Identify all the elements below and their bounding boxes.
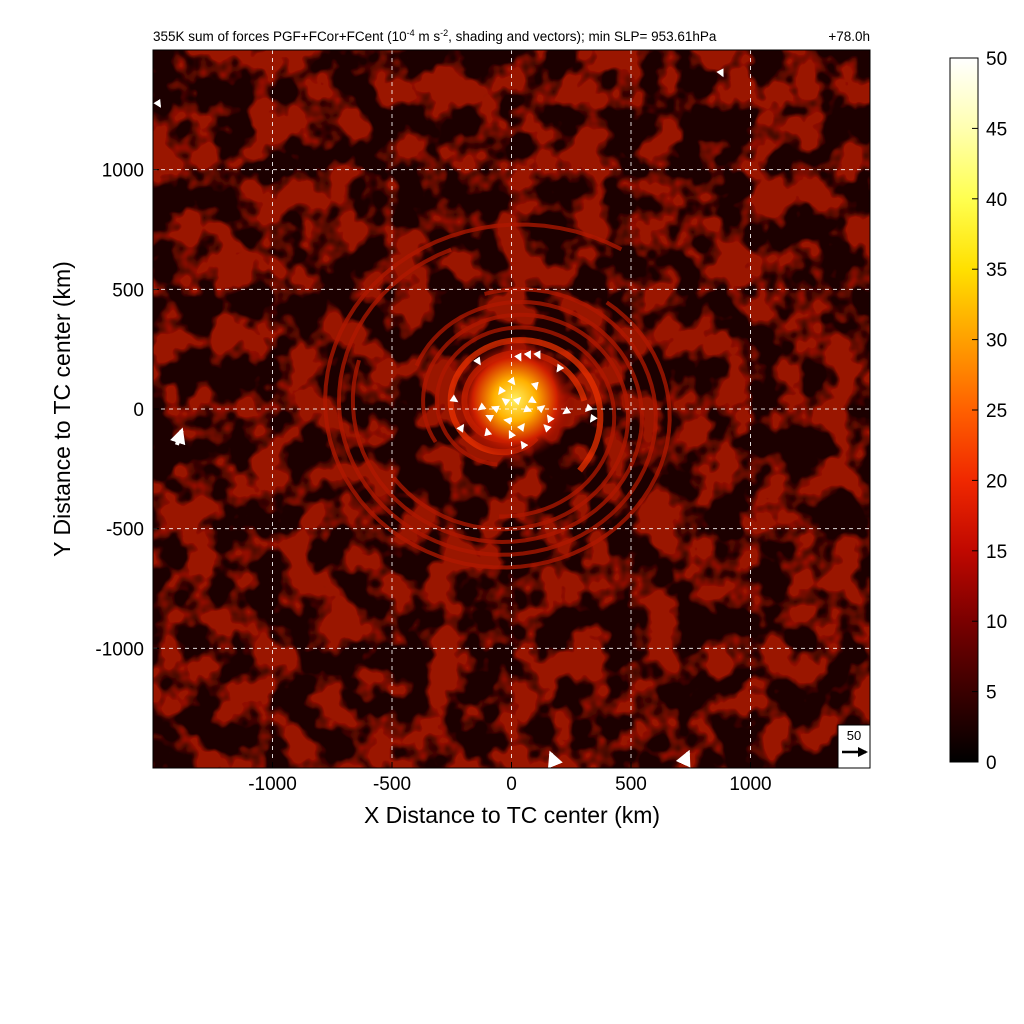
colorbar-tick-label: 0: [986, 753, 997, 774]
colorbar-tick-label: 25: [986, 401, 1007, 422]
spiral-band: [434, 325, 617, 519]
x-tick-label: -500: [373, 774, 411, 795]
spiral-band: [350, 299, 644, 545]
force-vector: [716, 68, 724, 78]
spiral-band: [323, 222, 672, 570]
colorbar-tick-label: 15: [986, 542, 1007, 563]
y-axis-ticks: -1000 -500 0 500 1000: [95, 161, 159, 660]
colorbar-tick-label: 10: [986, 612, 1007, 633]
force-vector: [546, 414, 555, 424]
reference-vector-label: 50: [847, 728, 861, 743]
colorbar-tick-label: 45: [986, 119, 1007, 140]
force-vector: [548, 750, 563, 768]
force-vector: [501, 397, 511, 406]
force-vector: [484, 427, 493, 437]
force-vector: [507, 376, 516, 386]
tc-core: [455, 340, 575, 460]
x-tick-label: 0: [506, 774, 517, 795]
colorbar-ticks: 0 5 10 15 20 25 30 35 40 45 50: [972, 49, 1007, 774]
force-vector: [516, 423, 525, 432]
y-tick-label: 1000: [102, 161, 144, 182]
force-vector: [589, 413, 598, 423]
force-vector: [456, 423, 465, 433]
force-vector: [490, 405, 500, 414]
colorbar-tick-label: 40: [986, 190, 1007, 211]
x-tick-label: -1000: [248, 774, 297, 795]
force-vector: [584, 403, 594, 413]
force-vector: [477, 402, 487, 411]
force-vector: [473, 356, 481, 366]
force-vector: [556, 363, 565, 373]
x-tick-label: 500: [615, 774, 647, 795]
force-vector: [562, 406, 572, 415]
colorbar: 0 5 10 15 20 25 30 35 40 45 50: [949, 49, 1007, 774]
x-axis-label: X Distance to TC center (km): [364, 802, 660, 828]
force-vector: [508, 430, 517, 439]
colorbar-tick-label: 20: [986, 471, 1007, 492]
colorbar-tick-label: 50: [986, 49, 1007, 70]
force-vector: [520, 440, 529, 450]
force-vector: [514, 352, 522, 362]
y-tick-label: 500: [112, 280, 144, 301]
force-vector: [485, 414, 495, 423]
y-tick-label: 0: [133, 400, 144, 421]
x-axis-ticks: -1000 -500 0 500 1000: [248, 762, 772, 795]
force-vector: [153, 98, 162, 108]
force-vector: [512, 396, 522, 406]
colorbar-tick-label: 5: [986, 683, 997, 704]
force-vector: [523, 404, 533, 413]
force-vector: [523, 350, 532, 360]
force-vector: [503, 416, 512, 425]
y-tick-label: -1000: [95, 639, 144, 660]
force-vector: [498, 386, 507, 395]
colorbar-tick-label: 30: [986, 331, 1007, 352]
chart-title: 355K sum of forces PGF+FCor+FCent (10-4 …: [153, 28, 717, 44]
force-vector: [527, 395, 537, 404]
y-tick-label: -500: [106, 520, 144, 541]
force-vector: [170, 427, 186, 446]
force-vector: [449, 394, 459, 403]
force-vector: [533, 350, 541, 360]
time-label: +78.0h: [828, 29, 870, 44]
colorbar-tick-label: 35: [986, 260, 1007, 281]
heatmap-field: [153, 50, 870, 768]
y-axis-label: Y Distance to TC center (km): [49, 261, 75, 557]
spiral-band: [336, 247, 658, 557]
x-tick-label: 1000: [729, 774, 771, 795]
force-vector: [530, 381, 539, 391]
reference-vector: 50: [837, 724, 871, 769]
force-vector: [675, 749, 691, 768]
force-vectors: [153, 68, 724, 768]
force-vector: [543, 424, 552, 433]
force-vector: [536, 405, 546, 414]
